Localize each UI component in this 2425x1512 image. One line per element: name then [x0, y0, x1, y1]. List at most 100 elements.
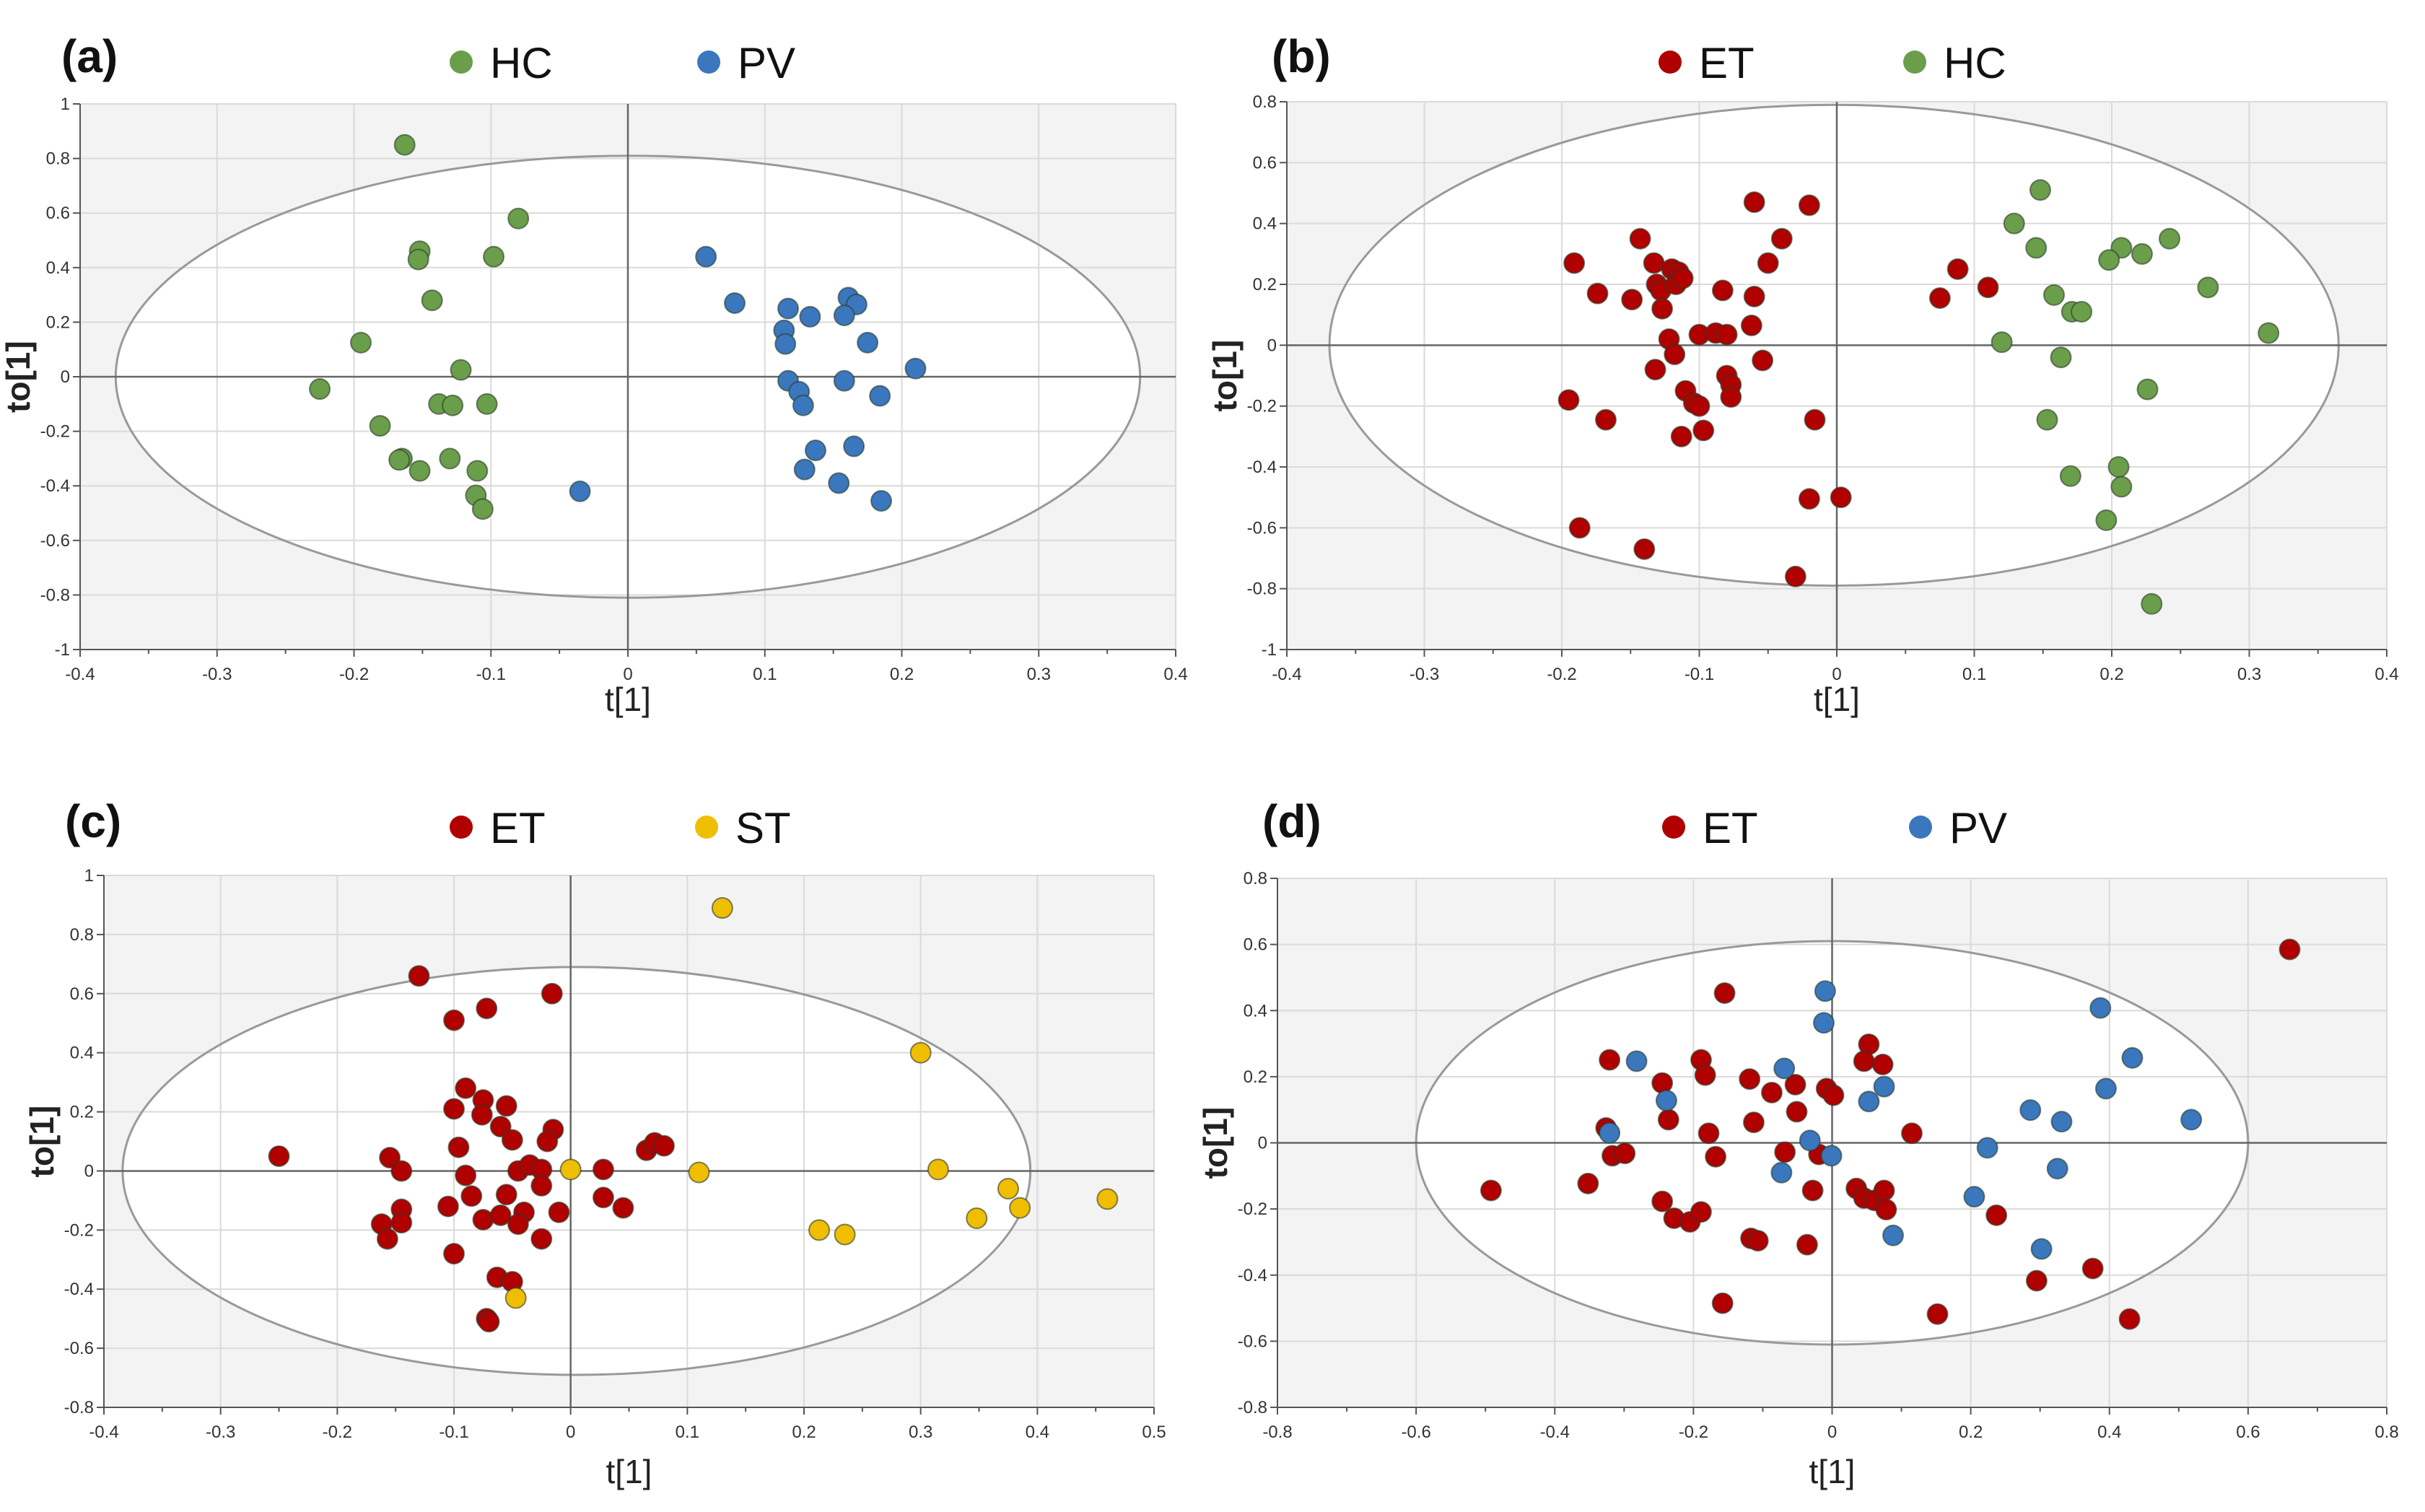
data-point-et	[1633, 538, 1656, 560]
data-point-et	[455, 1164, 477, 1187]
data-point-hc	[2197, 276, 2219, 299]
data-point-pv	[1814, 980, 1836, 1002]
data-point-pv	[774, 333, 797, 355]
data-point-et	[376, 1228, 398, 1250]
y-tick-label: 0.6	[46, 204, 70, 223]
data-point-pv	[1799, 1129, 1821, 1152]
data-point-et	[1742, 1111, 1765, 1134]
y-tick-label: 0	[84, 1161, 94, 1181]
y-tick-label: -0.2	[40, 422, 70, 442]
data-point-hc	[2159, 227, 2181, 250]
data-point-et	[1871, 1053, 1894, 1075]
legend-marker-hc	[1903, 51, 1926, 74]
data-point-et	[408, 965, 430, 987]
y-tick-label: 0.8	[1244, 869, 1267, 888]
data-point-hc	[408, 460, 431, 482]
data-point-et	[1875, 1199, 1897, 1221]
y-tick-label: 0.4	[1244, 1001, 1267, 1021]
panel-label: (b)	[1272, 30, 1331, 82]
data-point-hc	[2110, 476, 2133, 498]
data-point-et	[1563, 252, 1586, 274]
data-point-et	[443, 1009, 465, 1031]
panel-a: -0.4 -0.3 -0.2 -0.1 0 0.1 0.2 0.3 0.4 1 0.8 0.6 0.4 0…	[0, 30, 1188, 718]
y-tick-label: -0.8	[1247, 580, 1277, 599]
legend-marker-et	[450, 816, 473, 839]
legend-label-st: ST	[735, 804, 791, 852]
data-point-et	[460, 1185, 483, 1207]
data-point-hc	[2036, 408, 2058, 431]
data-point-et	[447, 1136, 470, 1158]
data-point-et	[1621, 289, 1643, 311]
x-tick-label: -0.2	[339, 665, 369, 684]
data-point-st	[927, 1158, 949, 1181]
x-tick-label: -0.2	[1547, 665, 1576, 684]
legend-marker-et	[1662, 816, 1685, 839]
x-axis-label: t[1]	[606, 1453, 652, 1490]
x-tick-label: -0.2	[323, 1423, 352, 1442]
x-tick-label: 0.2	[1959, 1423, 1983, 1442]
data-point-et	[1716, 323, 1738, 346]
y-tick-label: -0.2	[64, 1220, 94, 1240]
data-point-et	[530, 1174, 553, 1197]
y-axis-label: to[1]	[0, 341, 37, 413]
y-tick-label: 0.8	[70, 925, 94, 945]
x-tick-label: 0	[566, 1423, 575, 1442]
data-point-et	[1926, 1303, 1949, 1325]
data-point-et	[541, 982, 563, 1005]
x-tick-label: -0.8	[1262, 1423, 1292, 1442]
data-point-et	[495, 1095, 517, 1117]
y-tick-label: -0.4	[1238, 1266, 1267, 1285]
x-tick-label: 0.5	[1142, 1423, 1166, 1442]
data-point-hc	[393, 134, 416, 156]
data-point-st	[1096, 1188, 1119, 1210]
x-tick-label: 0.3	[909, 1423, 932, 1442]
x-tick-label: -0.3	[206, 1423, 235, 1442]
data-point-et	[2081, 1257, 2104, 1280]
data-point-et	[1804, 408, 1826, 431]
x-tick-label: -0.1	[1685, 665, 1714, 684]
x-tick-label: 0	[1827, 1423, 1837, 1442]
data-point-pv	[1655, 1089, 1677, 1111]
x-tick-label: 0.8	[2374, 1423, 2398, 1442]
data-point-pv	[2030, 1238, 2053, 1260]
x-tick-label: 0.4	[1163, 665, 1187, 684]
data-point-pv	[1812, 1012, 1835, 1034]
data-point-et	[592, 1187, 614, 1209]
data-point-hc	[2003, 212, 2025, 235]
data-point-st	[997, 1178, 1019, 1200]
data-point-et	[1801, 1179, 1824, 1202]
data-point-et	[1644, 359, 1666, 381]
data-point-et	[1657, 1109, 1679, 1131]
data-point-et	[1664, 343, 1686, 365]
x-tick-label: 0.1	[753, 665, 777, 684]
y-tick-label: 0.2	[1253, 275, 1277, 294]
data-point-et	[471, 1104, 493, 1126]
legend-marker-pv	[1909, 816, 1932, 839]
data-point-et	[390, 1160, 413, 1182]
y-tick-label: -0.2	[1247, 397, 1277, 416]
y-tick-label: -1	[1262, 640, 1277, 660]
data-point-pv	[1770, 1161, 1793, 1184]
x-tick-label: 0.4	[2097, 1423, 2121, 1442]
x-tick-label: 0.2	[2100, 665, 2123, 684]
data-point-et	[507, 1213, 529, 1236]
x-tick-label: 0.3	[2237, 665, 2261, 684]
data-point-et	[455, 1077, 477, 1099]
data-point-et	[2278, 938, 2301, 961]
data-point-hc	[407, 248, 429, 271]
data-point-et	[1752, 349, 1774, 372]
data-point-hc	[2071, 300, 2093, 323]
data-point-st	[834, 1223, 856, 1246]
y-tick-label: -0.6	[64, 1339, 94, 1358]
x-axis-label: t[1]	[1809, 1453, 1856, 1490]
data-point-hc	[442, 394, 464, 416]
y-axis-label: to[1]	[1197, 1107, 1234, 1179]
y-tick-label: 0	[1267, 336, 1277, 355]
data-point-et	[1822, 1084, 1845, 1106]
data-point-st	[909, 1041, 932, 1064]
data-point-et	[653, 1135, 675, 1157]
data-point-et	[1557, 389, 1580, 411]
data-point-et	[1672, 267, 1694, 289]
data-point-et	[1651, 1190, 1674, 1212]
data-point-et	[1873, 1179, 1895, 1202]
